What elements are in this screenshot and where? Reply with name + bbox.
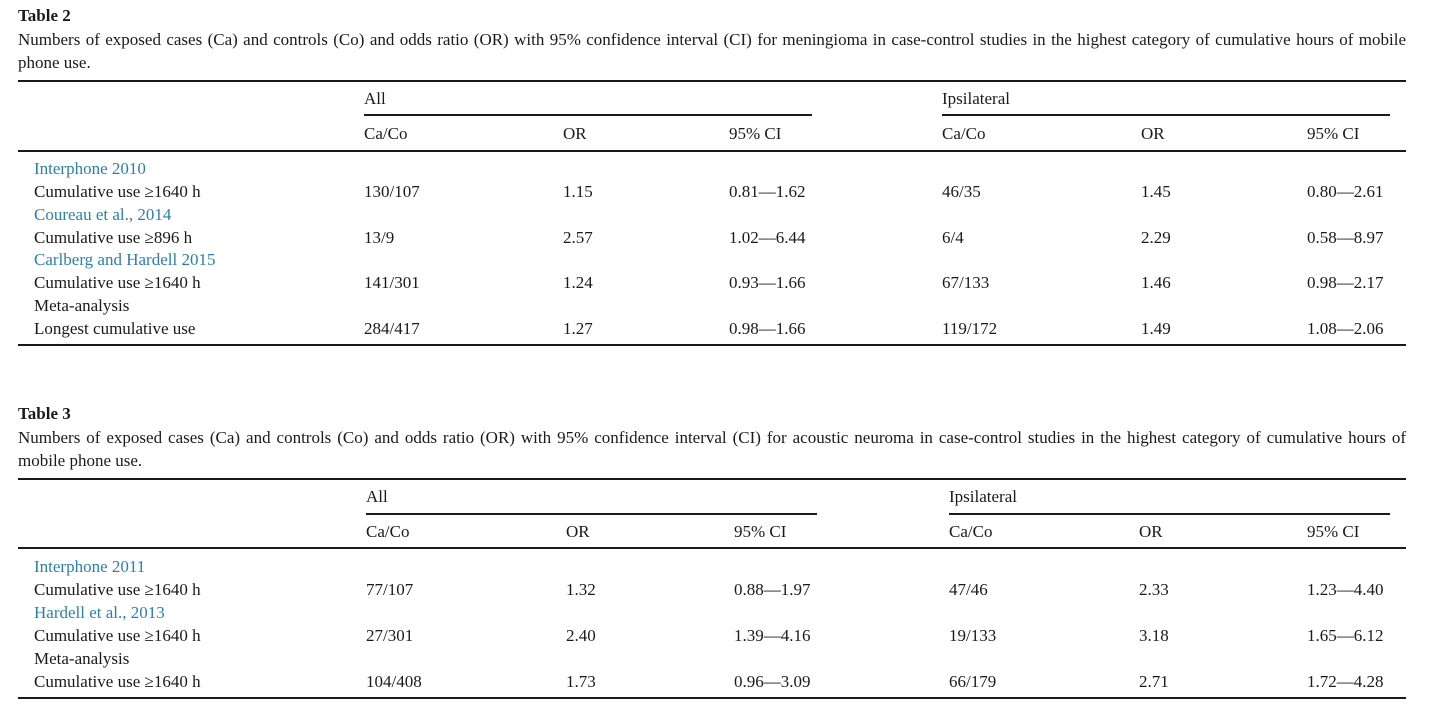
col-header: 95% CI [1307, 522, 1360, 541]
group-rule-ipsilateral [942, 114, 1390, 116]
col-header: Ca/Co [949, 522, 993, 541]
cell-all-caco: 13/9 [364, 228, 395, 247]
cell-all-ci: 0.96—3.09 [734, 672, 811, 691]
row-label: Cumulative use ≥1640 h [34, 182, 201, 201]
cell-ips-or: 1.45 [1141, 182, 1171, 201]
row-label: Cumulative use ≥896 h [34, 228, 193, 247]
cell-all-or: 2.40 [566, 626, 596, 645]
top-rule [18, 478, 1406, 480]
group-header-all: All [364, 89, 386, 108]
cell-all-ci: 1.02—6.44 [729, 228, 806, 247]
group-header-all: All [366, 487, 388, 506]
header-rule [18, 150, 1406, 152]
group-rule-all [364, 114, 812, 116]
group-header-ipsilateral: Ipsilateral [949, 487, 1017, 506]
study-group-label[interactable]: Coureau et al., 2014 [34, 205, 172, 224]
group-rule-all [366, 513, 817, 515]
cell-all-or: 1.15 [563, 182, 593, 201]
cell-all-caco: 27/301 [366, 626, 414, 645]
cell-all-or: 1.32 [566, 580, 596, 599]
cell-all-ci: 0.81—1.62 [729, 182, 806, 201]
col-header: OR [1141, 124, 1165, 143]
group-header-ipsilateral: Ipsilateral [942, 89, 1010, 108]
cell-ips-caco: 6/4 [942, 228, 964, 247]
study-group-label[interactable]: Interphone 2011 [34, 557, 146, 576]
col-header: 95% CI [734, 522, 787, 541]
table-title: Table 2 [18, 6, 71, 25]
cell-ips-ci: 1.23—4.40 [1307, 580, 1384, 599]
cell-all-or: 1.24 [563, 273, 593, 292]
row-label: Cumulative use ≥1640 h [34, 672, 201, 691]
col-header: Ca/Co [364, 124, 408, 143]
top-rule [18, 80, 1406, 82]
cell-ips-or: 1.49 [1141, 319, 1171, 338]
cell-ips-caco: 19/133 [949, 626, 997, 645]
cell-ips-or: 2.71 [1139, 672, 1169, 691]
col-header: Ca/Co [942, 124, 986, 143]
header-rule [18, 547, 1406, 549]
cell-all-ci: 0.98—1.66 [729, 319, 806, 338]
cell-all-or: 2.57 [563, 228, 593, 247]
cell-ips-ci: 1.08—2.06 [1307, 319, 1384, 338]
table-caption: Numbers of exposed cases (Ca) and contro… [18, 428, 1406, 470]
cell-all-caco: 141/301 [364, 273, 420, 292]
row-label: Cumulative use ≥1640 h [34, 273, 201, 292]
col-header: Ca/Co [366, 522, 410, 541]
bottom-rule [18, 344, 1406, 346]
cell-ips-or: 2.33 [1139, 580, 1169, 599]
cell-all-caco: 130/107 [364, 182, 420, 201]
cell-ips-ci: 1.72—4.28 [1307, 672, 1384, 691]
cell-all-or: 1.73 [566, 672, 596, 691]
cell-all-caco: 284/417 [364, 319, 420, 338]
cell-all-ci: 0.88—1.97 [734, 580, 811, 599]
cell-ips-or: 2.29 [1141, 228, 1171, 247]
cell-ips-caco: 119/172 [942, 319, 998, 338]
cell-ips-ci: 0.98—2.17 [1307, 273, 1384, 292]
study-group-label[interactable]: Hardell et al., 2013 [34, 603, 165, 622]
bottom-rule [18, 697, 1406, 699]
row-label: Cumulative use ≥1640 h [34, 626, 201, 645]
col-header: OR [563, 124, 587, 143]
row-label: Longest cumulative use [34, 319, 196, 338]
table-title: Table 3 [18, 404, 71, 423]
cell-ips-caco: 66/179 [949, 672, 997, 691]
cell-ips-caco: 67/133 [942, 273, 990, 292]
col-header: 95% CI [1307, 124, 1360, 143]
col-header: OR [566, 522, 590, 541]
study-group-label[interactable]: Interphone 2010 [34, 159, 146, 178]
cell-ips-or: 1.46 [1141, 273, 1171, 292]
cell-all-ci: 1.39—4.16 [734, 626, 811, 645]
table-caption: Numbers of exposed cases (Ca) and contro… [18, 30, 1406, 72]
cell-ips-or: 3.18 [1139, 626, 1169, 645]
study-group-label[interactable]: Carlberg and Hardell 2015 [34, 250, 216, 269]
cell-all-ci: 0.93—1.66 [729, 273, 806, 292]
col-header: 95% CI [729, 124, 782, 143]
col-header: OR [1139, 522, 1163, 541]
table-3: Table 3 Numbers of exposed cases (Ca) an… [18, 402, 1406, 707]
row-label: Cumulative use ≥1640 h [34, 580, 201, 599]
group-rule-ipsilateral [949, 513, 1390, 515]
table-2: Table 2 Numbers of exposed cases (Ca) an… [18, 4, 1406, 349]
cell-ips-ci: 1.65—6.12 [1307, 626, 1384, 645]
cell-all-caco: 77/107 [366, 580, 414, 599]
cell-all-caco: 104/408 [366, 672, 422, 691]
cell-ips-ci: 0.58—8.97 [1307, 228, 1384, 247]
study-group-label: Meta-analysis [34, 649, 130, 668]
cell-ips-caco: 47/46 [949, 580, 988, 599]
study-group-label: Meta-analysis [34, 296, 130, 315]
cell-ips-caco: 46/35 [942, 182, 981, 201]
cell-all-or: 1.27 [563, 319, 593, 338]
cell-ips-ci: 0.80—2.61 [1307, 182, 1384, 201]
